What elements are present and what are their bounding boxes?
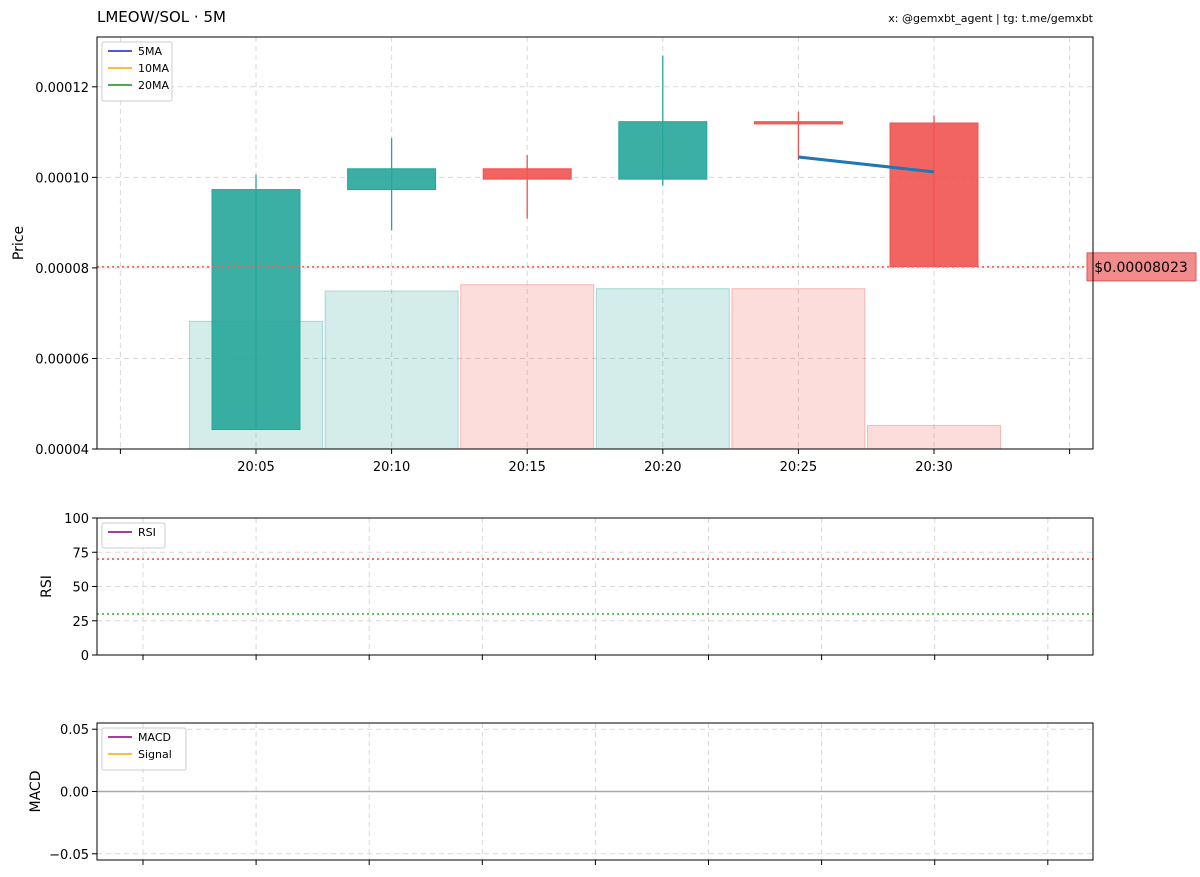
price-legend: 5MA 10MA 20MA xyxy=(101,41,173,102)
current-price-group: $0.00008023 xyxy=(97,252,1197,282)
price-frame xyxy=(96,36,1094,450)
macd-legend-label: Signal xyxy=(138,748,172,761)
rsi-ytick-label: 50 xyxy=(72,581,89,596)
candle-20:20 xyxy=(618,55,708,186)
macd-ytick-label: 0.05 xyxy=(60,723,89,738)
price-xtick-label: 20:25 xyxy=(780,460,817,475)
macd-legend: MACD Signal xyxy=(101,727,187,771)
candle-20:15 xyxy=(482,155,572,219)
rsi-grid xyxy=(97,517,1093,656)
price-xtick-label: 20:10 xyxy=(373,460,410,475)
candle-body xyxy=(482,168,572,180)
current-price-tag: $0.00008023 xyxy=(1094,260,1188,276)
candle-body xyxy=(889,122,979,268)
volume-bar xyxy=(595,288,730,450)
candle-20:25 xyxy=(753,111,843,161)
price-axes: 0.00004 0.00006 0.00008 0.00010 0.00012 20:05… xyxy=(11,36,1094,475)
macd-panel: −0.05 0.00 0.05 MACD MACD Signal xyxy=(28,722,1094,865)
macd-ylabel: MACD xyxy=(28,771,44,813)
price-ytick-label: 0.00008 xyxy=(35,262,89,277)
price-legend-label: 20MA xyxy=(138,79,169,92)
macd-axes: −0.05 0.00 0.05 MACD xyxy=(28,722,1094,865)
candle-body xyxy=(618,121,708,180)
price-legend-label: 5MA xyxy=(138,45,162,58)
rsi-ytick-label: 0 xyxy=(81,649,89,664)
candle-body xyxy=(211,189,301,431)
price-ytick-label: 0.00006 xyxy=(35,352,89,367)
macd-ytick-label: 0.00 xyxy=(60,786,89,801)
price-panel: $0.00008023 0.00004 0.00006 0.00008 0.00010… xyxy=(11,36,1197,475)
price-xtick-label: 20:30 xyxy=(915,460,952,475)
volume-bars xyxy=(189,284,1001,450)
rsi-legend-box xyxy=(101,522,166,549)
candle-20:10 xyxy=(347,137,437,231)
volume-bar xyxy=(460,284,595,450)
chart-title: LMEOW/SOL · 5M xyxy=(97,8,226,26)
current-price-tag-bg xyxy=(1086,252,1197,282)
rsi-panel: 0 25 50 75 100 RSI RSI xyxy=(39,512,1094,664)
macd-legend-box xyxy=(101,727,187,771)
price-legend-label: 10MA xyxy=(138,62,169,75)
volume-bar xyxy=(867,424,1001,450)
price-xtick-label: 20:05 xyxy=(237,460,274,475)
price-xtick-label: 20:15 xyxy=(508,460,545,475)
macd-legend-label: MACD xyxy=(138,731,171,744)
price-legend-box xyxy=(101,41,173,102)
volume-bar xyxy=(324,290,459,450)
rsi-ytick-label: 100 xyxy=(64,512,89,527)
rsi-legend-label: RSI xyxy=(138,526,156,539)
ma-line-group xyxy=(798,155,935,174)
rsi-ylabel: RSI xyxy=(39,575,55,598)
volume-bar xyxy=(731,288,866,450)
rsi-axes: 0 25 50 75 100 RSI xyxy=(39,512,1094,664)
rsi-ytick-label: 25 xyxy=(72,615,89,630)
credit-text: x: @gemxbt_agent | tg: t.me/gemxbt xyxy=(888,12,1093,25)
rsi-threshold-lines xyxy=(97,558,1093,615)
candle-body xyxy=(753,121,843,125)
candle-body xyxy=(347,168,437,191)
rsi-legend: RSI xyxy=(101,522,166,549)
price-ytick-label: 0.00012 xyxy=(35,81,89,96)
ma-line xyxy=(798,155,935,174)
candle-20:30 xyxy=(889,115,979,268)
price-xtick-label: 20:20 xyxy=(644,460,681,475)
macd-ytick-label: −0.05 xyxy=(49,848,89,863)
candles xyxy=(211,55,979,431)
price-ytick-label: 0.00010 xyxy=(35,171,89,186)
price-ylabel: Price xyxy=(11,226,27,260)
candle-20:05 xyxy=(211,174,301,431)
rsi-ytick-label: 75 xyxy=(72,546,89,561)
price-ytick-label: 0.00004 xyxy=(35,443,89,458)
